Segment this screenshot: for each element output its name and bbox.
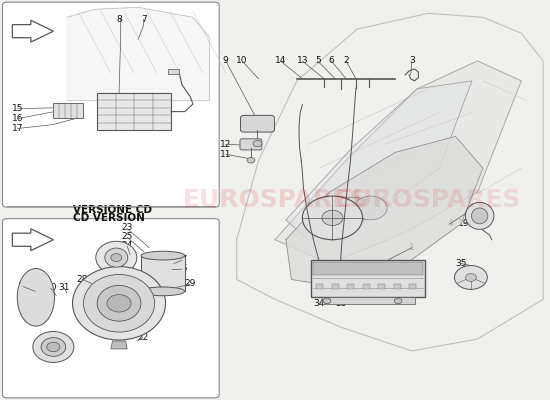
Circle shape xyxy=(111,254,122,262)
Text: 12: 12 xyxy=(220,140,232,149)
Bar xyxy=(394,284,401,289)
Ellipse shape xyxy=(84,274,155,332)
Ellipse shape xyxy=(33,332,74,362)
FancyBboxPatch shape xyxy=(3,219,219,398)
Polygon shape xyxy=(236,13,543,351)
Text: 18: 18 xyxy=(472,219,483,228)
Text: VERSIONE CD: VERSIONE CD xyxy=(73,205,152,215)
Circle shape xyxy=(247,158,255,163)
Bar xyxy=(322,297,415,304)
Circle shape xyxy=(302,196,362,240)
Ellipse shape xyxy=(141,251,185,260)
Polygon shape xyxy=(286,136,483,287)
Text: 35: 35 xyxy=(455,259,467,268)
Polygon shape xyxy=(275,61,521,264)
Text: EUROSPARES: EUROSPARES xyxy=(182,188,368,212)
Text: 16: 16 xyxy=(12,114,24,123)
Circle shape xyxy=(107,294,131,312)
Text: 4: 4 xyxy=(447,219,453,228)
Polygon shape xyxy=(67,7,210,101)
Ellipse shape xyxy=(96,241,137,274)
Circle shape xyxy=(336,197,371,223)
Text: 33: 33 xyxy=(335,299,346,308)
Text: 20: 20 xyxy=(91,283,103,292)
Text: 28: 28 xyxy=(76,275,88,284)
Circle shape xyxy=(394,298,402,304)
Ellipse shape xyxy=(73,266,166,340)
FancyBboxPatch shape xyxy=(240,139,262,150)
Ellipse shape xyxy=(471,208,488,224)
Text: 26: 26 xyxy=(177,264,188,273)
Text: 3: 3 xyxy=(409,56,415,66)
Text: 27: 27 xyxy=(177,255,188,264)
Circle shape xyxy=(354,196,387,220)
Text: 15: 15 xyxy=(12,104,24,113)
Bar xyxy=(97,93,171,130)
Text: 6: 6 xyxy=(328,56,334,66)
Circle shape xyxy=(322,210,343,226)
Text: 30: 30 xyxy=(45,283,57,292)
Circle shape xyxy=(454,266,487,289)
Text: CD VERSION: CD VERSION xyxy=(73,213,145,223)
Text: 5: 5 xyxy=(315,56,321,66)
Polygon shape xyxy=(111,341,127,349)
Polygon shape xyxy=(12,20,53,42)
Text: 22: 22 xyxy=(137,332,148,342)
FancyBboxPatch shape xyxy=(3,2,219,207)
FancyBboxPatch shape xyxy=(240,115,274,132)
Text: 7: 7 xyxy=(141,15,146,24)
Circle shape xyxy=(47,342,60,352)
Text: 32: 32 xyxy=(18,282,29,291)
Polygon shape xyxy=(286,81,472,240)
Text: 17: 17 xyxy=(12,124,24,133)
Circle shape xyxy=(323,298,331,304)
Ellipse shape xyxy=(105,248,128,267)
Bar xyxy=(168,69,179,74)
Text: 19: 19 xyxy=(458,219,470,228)
Bar xyxy=(53,103,84,118)
Bar xyxy=(314,262,423,275)
Text: 24: 24 xyxy=(122,241,133,250)
Circle shape xyxy=(465,274,476,282)
Text: 1: 1 xyxy=(409,243,415,252)
Ellipse shape xyxy=(97,286,141,321)
Polygon shape xyxy=(12,229,53,251)
Bar xyxy=(362,284,370,289)
Ellipse shape xyxy=(141,287,185,296)
Bar xyxy=(332,284,339,289)
Text: 21: 21 xyxy=(130,307,141,316)
Bar xyxy=(141,256,185,291)
Text: EUROSPARES: EUROSPARES xyxy=(336,188,521,212)
Bar xyxy=(378,284,385,289)
Text: 2: 2 xyxy=(343,56,349,66)
Bar xyxy=(316,284,323,289)
Text: 11: 11 xyxy=(220,150,232,159)
Text: 8: 8 xyxy=(116,15,122,24)
Text: 31: 31 xyxy=(58,283,70,292)
Ellipse shape xyxy=(465,202,494,229)
Circle shape xyxy=(253,140,262,147)
Text: 23: 23 xyxy=(122,223,133,232)
Ellipse shape xyxy=(17,268,54,326)
Ellipse shape xyxy=(41,338,65,356)
Text: 9: 9 xyxy=(223,56,229,66)
Text: 14: 14 xyxy=(275,56,286,66)
Text: 13: 13 xyxy=(296,56,308,66)
Text: 25: 25 xyxy=(122,232,133,241)
Bar xyxy=(311,260,426,297)
Bar xyxy=(409,284,416,289)
Bar xyxy=(347,284,354,289)
Text: 10: 10 xyxy=(236,56,248,66)
Text: 29: 29 xyxy=(184,279,196,288)
Text: 34: 34 xyxy=(313,299,324,308)
